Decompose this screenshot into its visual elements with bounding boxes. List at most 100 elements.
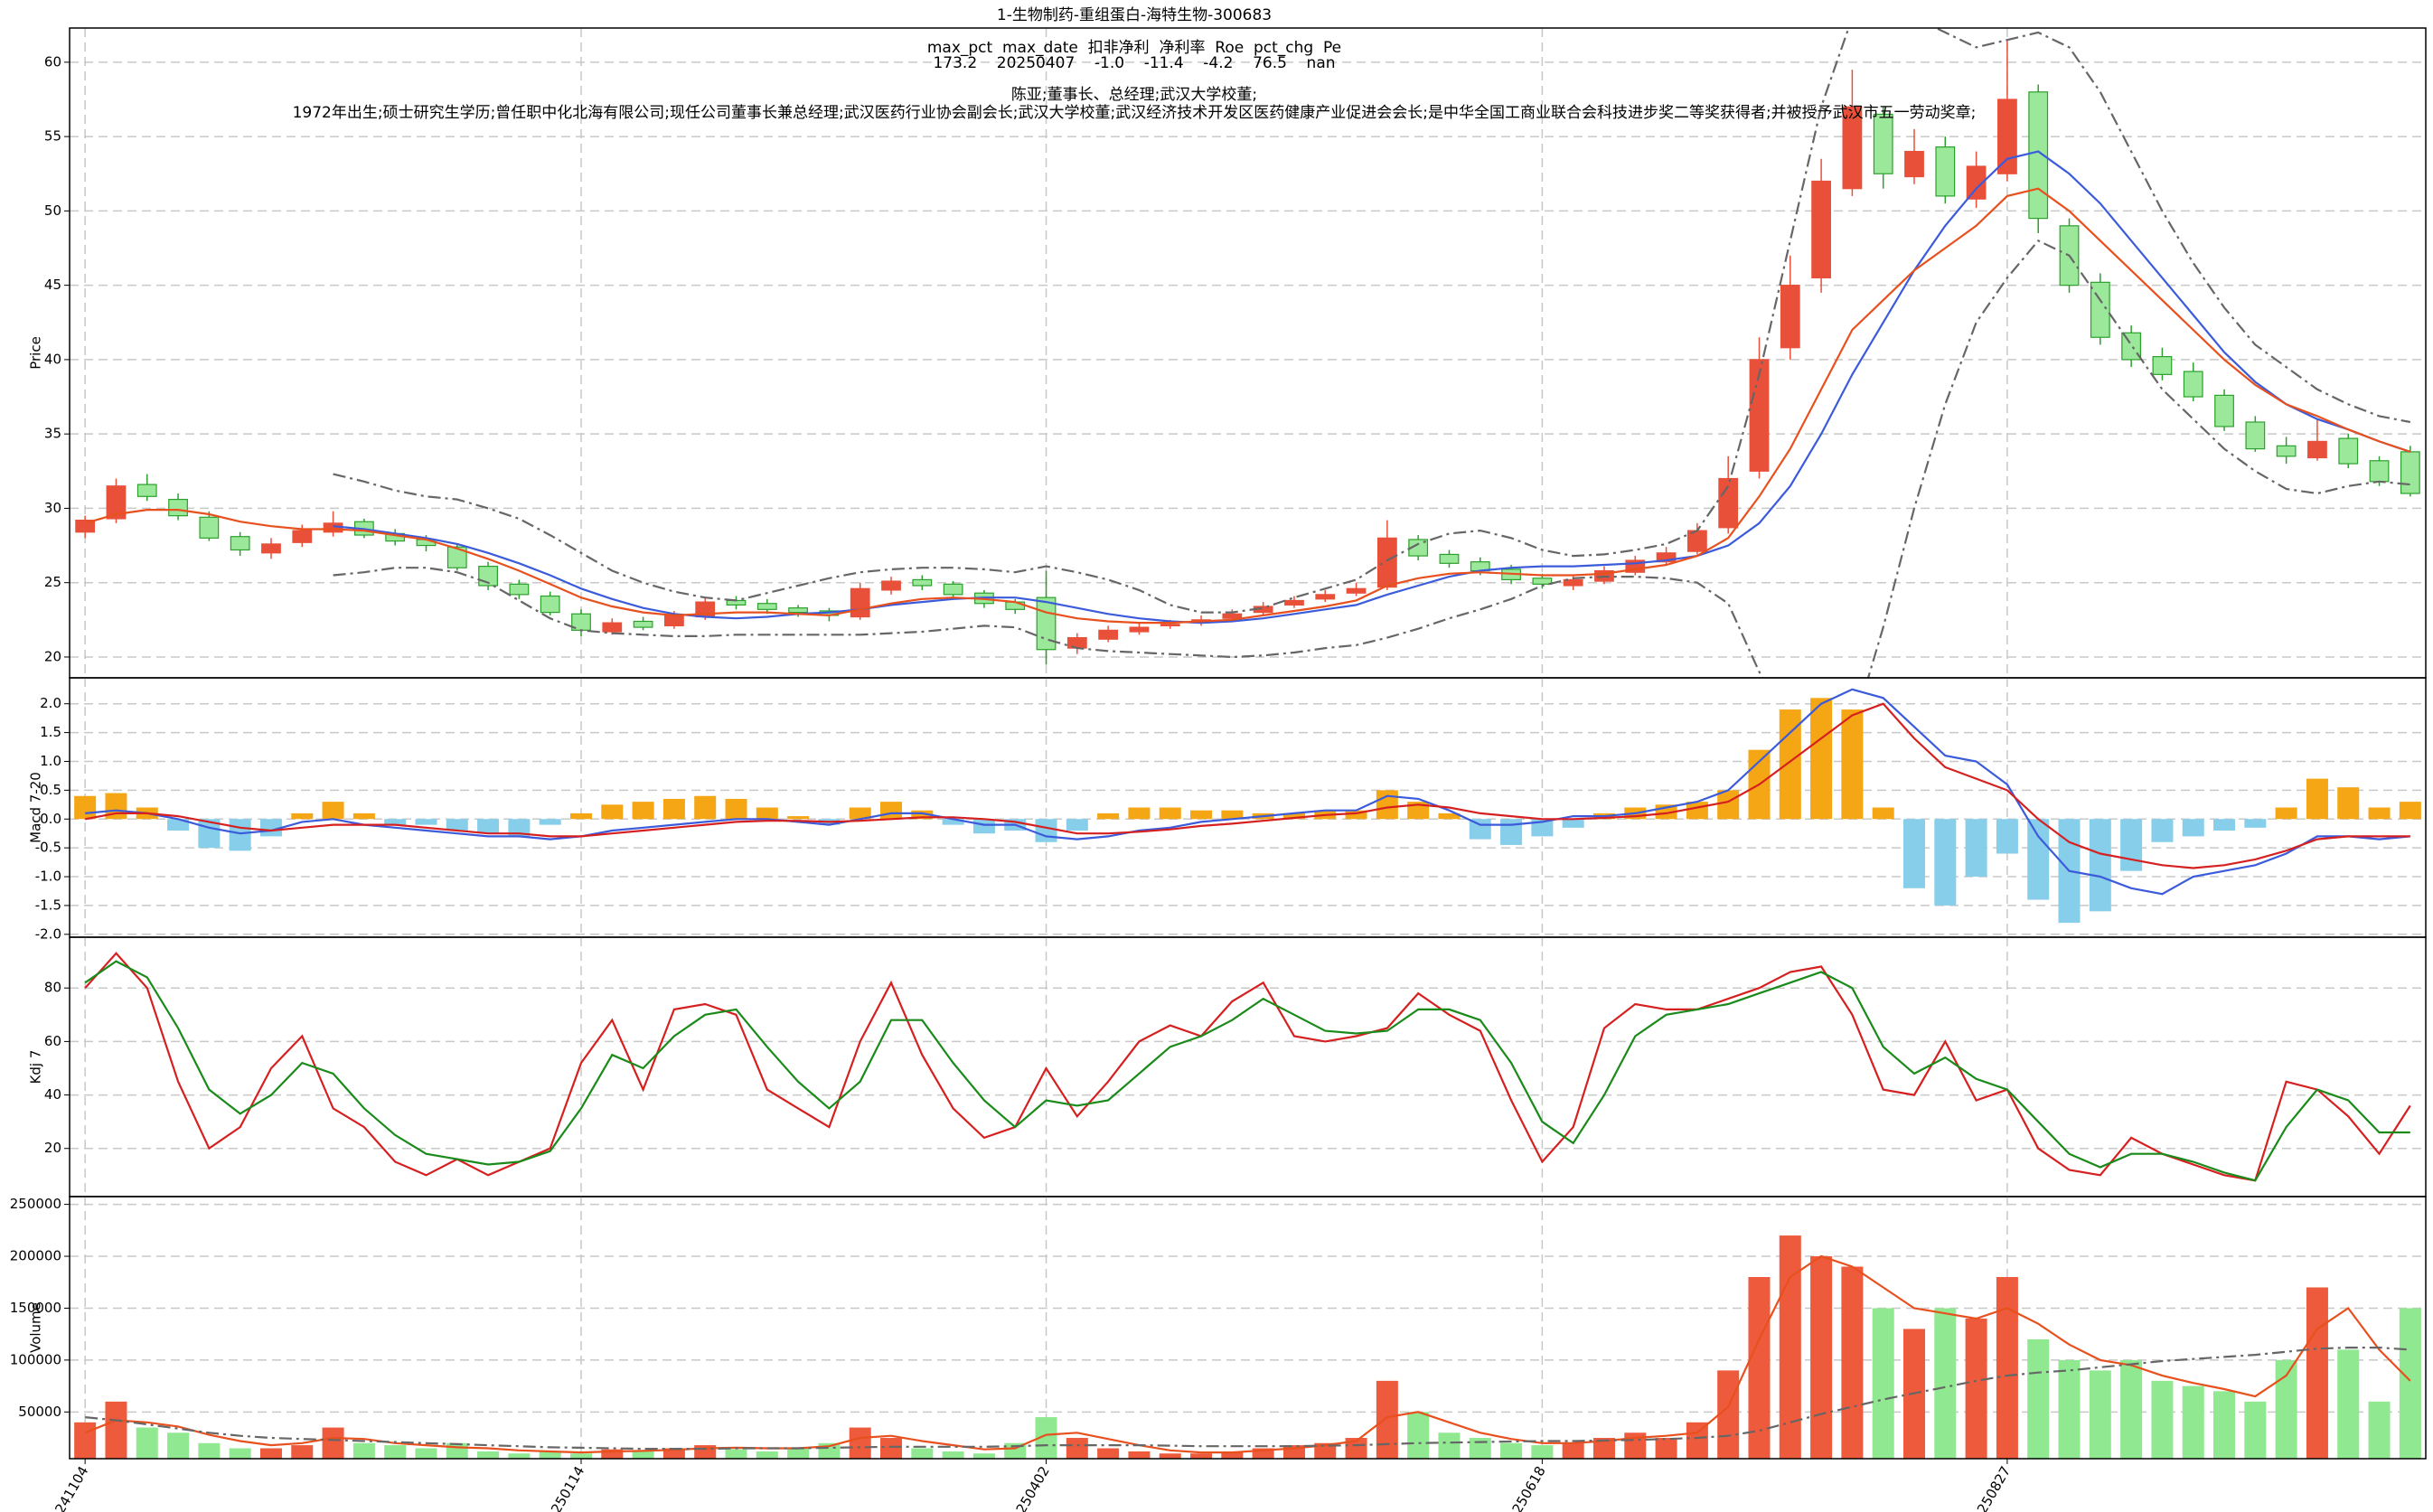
volume-bar xyxy=(1996,1277,2018,1459)
volume-bar xyxy=(1097,1448,1120,1459)
volume-bar xyxy=(1469,1438,1491,1459)
candle-body xyxy=(1315,594,1336,600)
macd-bar xyxy=(1128,807,1151,820)
candle-body xyxy=(1686,530,1707,552)
candle-body xyxy=(756,603,777,610)
y-tick-label: -2.0 xyxy=(35,925,61,942)
candle-body xyxy=(1408,539,1429,557)
macd-bar xyxy=(384,819,407,825)
y-tick-label: 45 xyxy=(44,277,61,293)
volume-bar xyxy=(2120,1359,2143,1459)
y-tick-label: -1.0 xyxy=(35,869,61,885)
volume-bar xyxy=(880,1438,903,1459)
volume-bar xyxy=(2151,1380,2174,1459)
macd-bar xyxy=(1903,819,1926,888)
y-tick-label: 20 xyxy=(44,648,61,664)
volume-bar xyxy=(1190,1453,1213,1459)
indicator-line xyxy=(333,239,2410,678)
volume-bar xyxy=(415,1448,437,1459)
y-tick-label: -1.5 xyxy=(35,897,61,913)
volume-bar xyxy=(849,1427,871,1459)
volume-bar xyxy=(2089,1370,2111,1459)
volume-bar xyxy=(1717,1370,1740,1459)
panel-frame xyxy=(69,27,2427,679)
macd-bar xyxy=(694,795,717,820)
macd-bar xyxy=(1500,819,1523,845)
macd-bar xyxy=(1035,819,1057,842)
candle-body xyxy=(2369,460,2390,483)
volume-bar xyxy=(1934,1308,1957,1459)
indicator-line xyxy=(84,952,2411,1182)
volume-bar xyxy=(1438,1432,1461,1459)
indicator-line xyxy=(84,702,2410,869)
y-axis-label: Kdj 7 xyxy=(28,1050,44,1085)
candle-body xyxy=(943,583,963,596)
x-tick-label: 250618 xyxy=(1509,1463,1549,1512)
info-values: 173.2 20250407 -1.0 -11.4 -4.2 76.5 nan xyxy=(933,54,1335,72)
volume-bar xyxy=(569,1453,592,1459)
volume-bar xyxy=(2368,1401,2391,1459)
macd-bar xyxy=(880,802,903,820)
y-tick-label: 35 xyxy=(44,426,61,442)
candle-body xyxy=(1997,99,2017,174)
y-tick-label: 0.0 xyxy=(40,811,61,827)
chart-title: 1-生物制药-重组蛋白-海特生物-300683 xyxy=(997,6,1272,24)
candle-body xyxy=(1346,587,1367,594)
macd-bar xyxy=(322,802,344,820)
plot-area xyxy=(74,1235,2421,1459)
volume-bar xyxy=(1841,1266,1864,1459)
volume-bar xyxy=(352,1442,375,1459)
volume-bar xyxy=(1252,1448,1274,1459)
macd-bar xyxy=(601,804,624,820)
candle-body xyxy=(1098,629,1119,640)
candle-body xyxy=(664,615,684,627)
volume-bar xyxy=(1562,1442,1584,1459)
volume-bar xyxy=(911,1448,934,1459)
macd-bar xyxy=(569,812,592,820)
volume-bar xyxy=(384,1445,407,1459)
volume-bar xyxy=(1500,1442,1523,1459)
y-tick-label: 200000 xyxy=(10,1248,61,1264)
x-tick-label: 241104 xyxy=(52,1463,91,1512)
y-axis-label: Volume xyxy=(28,1302,44,1353)
person: 陈亚;董事长、总经理;武汉大学校董; xyxy=(1011,86,1257,104)
candle-body xyxy=(881,580,901,591)
volume-bar xyxy=(1221,1451,1244,1459)
macd-bar xyxy=(1686,802,1708,820)
macd-bar xyxy=(1810,698,1833,820)
macd-bar xyxy=(2182,819,2204,837)
indicator-line xyxy=(333,28,2411,614)
y-tick-label: 80 xyxy=(44,980,61,996)
candle-body xyxy=(1284,599,1304,606)
volume-bar xyxy=(1872,1308,1894,1459)
candle-body xyxy=(1532,578,1553,585)
candle-body xyxy=(2152,356,2173,375)
y-tick-label: -0.5 xyxy=(35,840,61,856)
macd-bar xyxy=(2027,819,2050,900)
macd-bar xyxy=(2275,807,2297,820)
macd-bar xyxy=(1221,810,1244,820)
x-tick-label: 250114 xyxy=(548,1463,587,1512)
volume-bar xyxy=(1407,1412,1430,1459)
candle-body xyxy=(1160,624,1180,627)
macd-bar xyxy=(352,812,375,820)
candle-body xyxy=(1563,578,1583,587)
macd-bar xyxy=(539,819,561,825)
macd-bar xyxy=(1934,819,1957,906)
candle-body xyxy=(199,516,220,539)
y-tick-label: 40 xyxy=(44,1086,61,1103)
y-tick-label: 25 xyxy=(44,574,61,590)
candle-body xyxy=(292,530,313,543)
candle-body xyxy=(1811,180,1831,279)
candle-body xyxy=(2245,421,2266,450)
macd-bar xyxy=(1717,790,1740,820)
volume-bar xyxy=(539,1451,561,1459)
y-tick-label: 1.0 xyxy=(40,753,61,769)
macd-bar xyxy=(1097,812,1120,820)
candle-body xyxy=(1439,553,1460,564)
volume-bar xyxy=(1128,1451,1151,1459)
candle-body xyxy=(2276,445,2297,457)
volume-bar xyxy=(477,1451,500,1459)
macd-bar xyxy=(446,819,468,831)
macd-bar xyxy=(1438,812,1461,820)
